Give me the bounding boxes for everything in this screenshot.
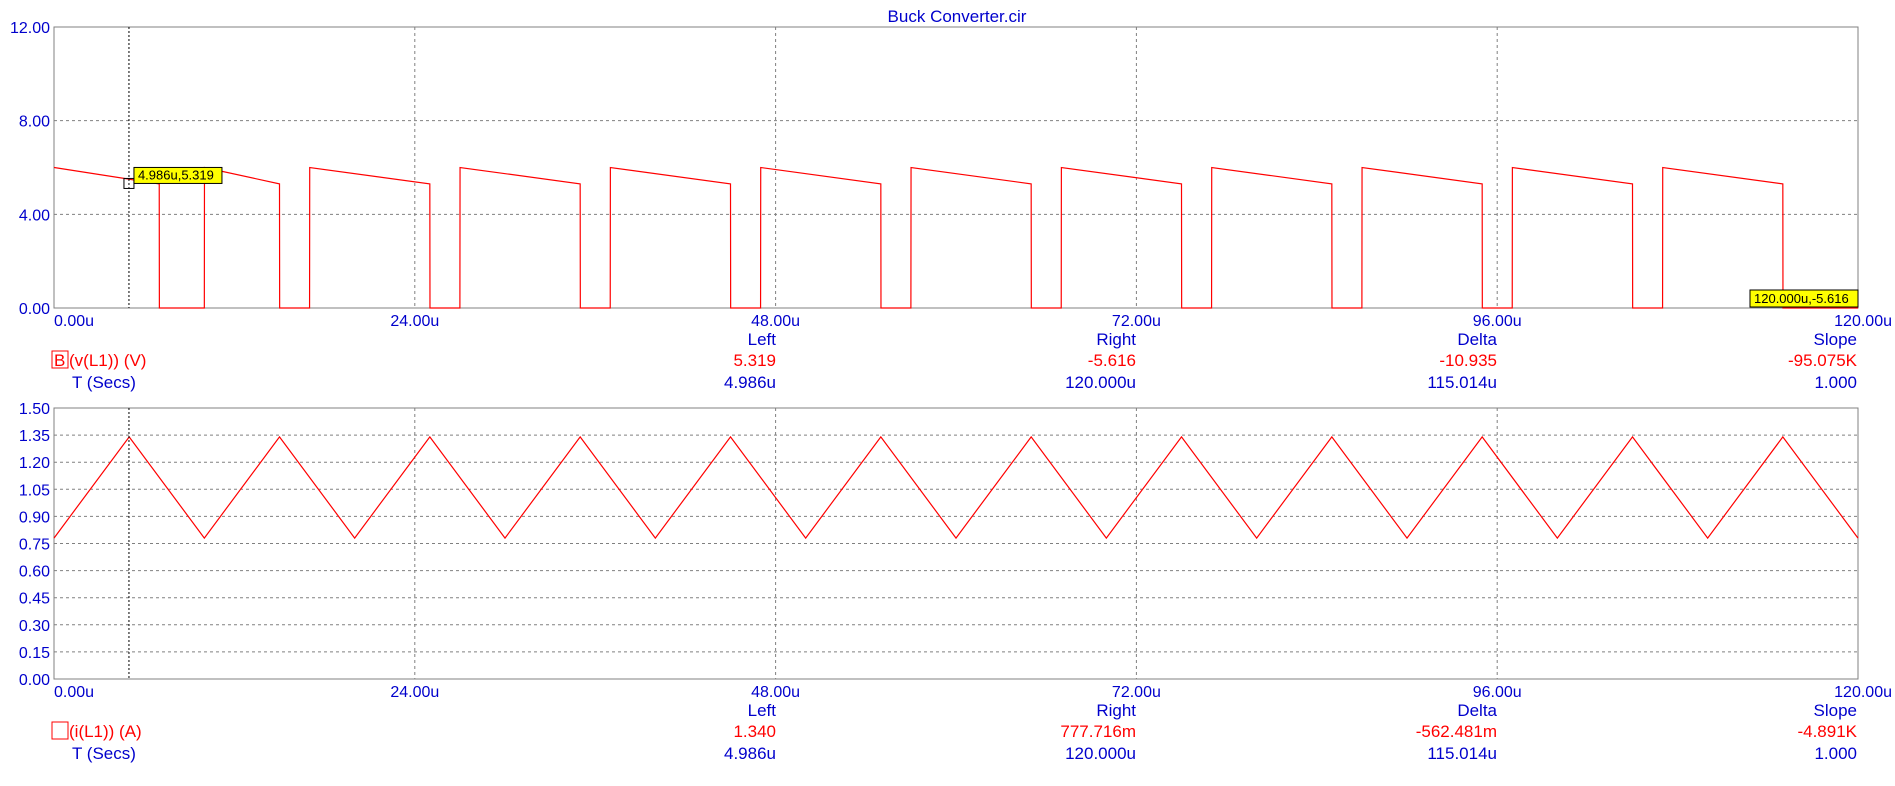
- x-tick-label: 72.00u: [1112, 684, 1161, 701]
- readout-x-value: 120.000u: [1065, 373, 1136, 392]
- x-tick-label: 120.00u: [1834, 313, 1892, 330]
- y-tick-label: 0.90: [19, 509, 50, 526]
- y-tick-label: 0.45: [19, 591, 50, 608]
- y-tick-label: 0.00: [19, 301, 50, 318]
- readout-header: Slope: [1814, 330, 1857, 349]
- readout-y-value: 777.716m: [1060, 722, 1136, 741]
- y-tick-label: 0.75: [19, 537, 50, 554]
- readout-header: Delta: [1457, 330, 1497, 349]
- x-tick-label: 24.00u: [390, 313, 439, 330]
- x-tick-label: 48.00u: [751, 313, 800, 330]
- y-tick-label: 8.00: [19, 114, 50, 131]
- y-tick-label: 4.00: [19, 207, 50, 224]
- y-tick-label: 0.15: [19, 645, 50, 662]
- readout-x-value: 4.986u: [724, 744, 776, 763]
- y-tick-label: 1.05: [19, 482, 50, 499]
- readout-header: Right: [1096, 330, 1136, 349]
- readout-y-value: 5.319: [733, 351, 776, 370]
- readout-y-value: -95.075K: [1788, 351, 1858, 370]
- readout-y-value: 1.340: [733, 722, 776, 741]
- chart-title: Buck Converter.cir: [888, 7, 1027, 26]
- y-tick-label: 1.50: [19, 401, 50, 418]
- readout-header: Left: [748, 330, 777, 349]
- x-tick-label: 96.00u: [1473, 313, 1522, 330]
- trace-marker-box: [51, 721, 69, 740]
- readout-header: Slope: [1814, 701, 1857, 720]
- y-tick-label: 12.00: [10, 20, 50, 37]
- x-variable-name: T (Secs): [72, 744, 136, 763]
- readout-x-value: 4.986u: [724, 373, 776, 392]
- x-tick-label: 0.00u: [54, 313, 94, 330]
- readout-y-value: -10.935: [1439, 351, 1497, 370]
- readout-x-value: 115.014u: [1427, 373, 1497, 392]
- readout-header: Right: [1096, 701, 1136, 720]
- readout-y-value: -5.616: [1088, 351, 1136, 370]
- trace-expression: (i(L1)) (A): [69, 722, 142, 741]
- y-tick-label: 0.00: [19, 672, 50, 689]
- readout-y-value: -562.481m: [1416, 722, 1497, 741]
- x-tick-label: 120.00u: [1834, 684, 1892, 701]
- cursor-label: 4.986u,5.319: [138, 167, 214, 182]
- x-tick-label: 96.00u: [1473, 684, 1522, 701]
- readout-header: Delta: [1457, 701, 1497, 720]
- y-tick-label: 1.35: [19, 428, 50, 445]
- trace-marker-letter: B: [54, 351, 65, 370]
- readout-x-value: 1.000: [1814, 744, 1857, 763]
- readout-header: Left: [748, 701, 777, 720]
- y-tick-label: 0.30: [19, 618, 50, 635]
- y-tick-label: 0.60: [19, 564, 50, 581]
- readout-x-value: 120.000u: [1065, 744, 1136, 763]
- cursor-label: 120.000u,-5.616: [1754, 291, 1849, 306]
- cursor-label-box: [1749, 289, 1859, 308]
- plot-frame: [53, 26, 1859, 309]
- x-tick-label: 48.00u: [751, 684, 800, 701]
- cursor-label-box: [133, 166, 223, 184]
- x-tick-label: 0.00u: [54, 684, 94, 701]
- x-tick-label: 24.00u: [390, 684, 439, 701]
- series-line: [53, 435, 1859, 540]
- x-variable-name: T (Secs): [72, 373, 136, 392]
- trace-expression: (v(L1)) (V): [69, 351, 146, 370]
- y-tick-label: 1.20: [19, 455, 50, 472]
- x-tick-label: 72.00u: [1112, 313, 1161, 330]
- readout-y-value: -4.891K: [1797, 722, 1857, 741]
- series-line: [54, 166, 1858, 309]
- readout-x-value: 1.000: [1814, 373, 1857, 392]
- readout-x-value: 115.014u: [1427, 744, 1497, 763]
- trace-marker-box: [51, 350, 69, 369]
